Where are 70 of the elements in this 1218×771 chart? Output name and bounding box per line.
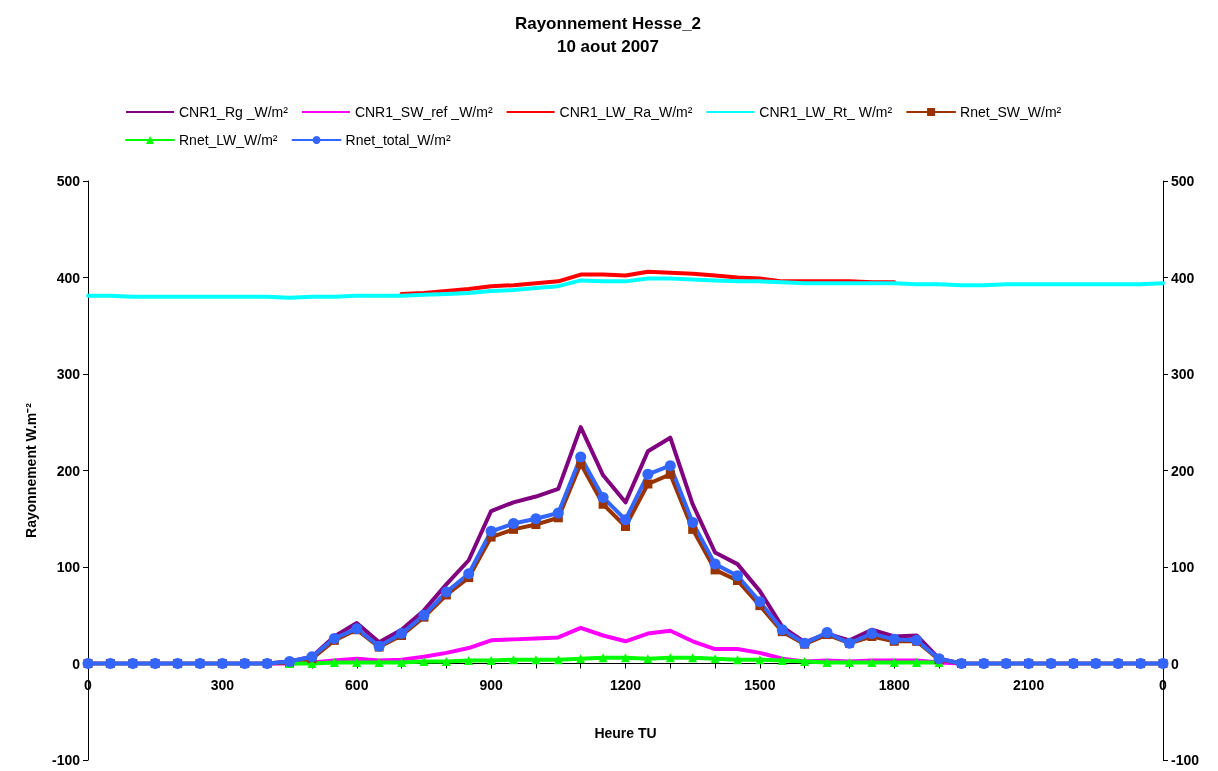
point (664, 460, 676, 472)
y2-tick-label: 300 (1171, 366, 1195, 382)
point (800, 657, 810, 667)
point (508, 518, 520, 530)
point (643, 479, 653, 489)
point (485, 525, 497, 537)
y-tick-label: 100 (56, 559, 81, 575)
legend-label: CNR1_Rg _W/m² (179, 104, 289, 120)
y-tick-label: 0 (72, 655, 81, 672)
point (709, 558, 721, 570)
point (486, 656, 496, 666)
y2-tick-label: 500 (1171, 173, 1195, 189)
legend-label: Rnet_SW_W/m² (960, 104, 1062, 120)
chart-subtitle: 10 aout 2007 (556, 37, 660, 56)
legend-label: Rnet_LW_W/m² (179, 132, 278, 148)
point (419, 657, 429, 667)
point (732, 655, 742, 665)
y2-tick-label: 0 (1171, 655, 1179, 672)
y-tick-label: 200 (56, 462, 81, 479)
point (397, 658, 407, 668)
x-tick-label: 1500 (744, 676, 776, 693)
point (509, 655, 519, 665)
y-tick-label: 300 (56, 366, 81, 382)
x-tick-label: 1200 (609, 676, 642, 693)
point (844, 658, 854, 668)
point (552, 507, 564, 519)
x-tick-label: 900 (479, 676, 504, 693)
legend-label: CNR1_LW_Rt_ W/m² (759, 104, 893, 120)
point (329, 658, 339, 668)
point (463, 568, 475, 580)
point (374, 658, 384, 668)
point (687, 517, 699, 529)
legend-label: CNR1_LW_Ra_W/m² (559, 104, 693, 120)
point (665, 469, 675, 479)
point (598, 653, 608, 663)
point (553, 655, 563, 665)
x-axis-title: Heure TU (594, 724, 657, 741)
x-tick-label: 1800 (878, 676, 911, 693)
y2-tick-label: 400 (1171, 269, 1195, 286)
legend-label: Rnet_total_W/m² (345, 132, 451, 148)
y2-tick-label: 100 (1171, 559, 1195, 575)
line-series (86, 276, 1165, 300)
point (621, 653, 630, 663)
point (440, 586, 452, 598)
point (531, 655, 541, 665)
chart-title: Rayonnement Hesse_2 (514, 14, 702, 33)
y-axis-title: Rayonnement W.m⁻² (23, 402, 39, 538)
point (441, 657, 451, 667)
x-tick-label: 300 (210, 676, 235, 693)
legend-label: CNR1_SW_ref _W/m² (354, 104, 493, 120)
point (575, 451, 587, 463)
point (867, 658, 877, 668)
point (731, 570, 743, 582)
x-tick-label: 2100 (1013, 676, 1045, 693)
point (530, 513, 542, 525)
point (597, 492, 609, 504)
point (642, 468, 654, 480)
point (912, 658, 922, 668)
y-tick-label: 400 (56, 269, 81, 286)
point (755, 655, 765, 665)
point (710, 654, 720, 664)
y2-tick-label: -100 (1171, 752, 1200, 768)
point (822, 658, 832, 668)
y-tick-label: -100 (51, 752, 81, 768)
y2-tick-label: 200 (1171, 462, 1195, 479)
point (643, 654, 653, 664)
y-tick-label: 500 (56, 173, 81, 189)
x-tick-label: 600 (345, 676, 369, 693)
point (754, 596, 766, 608)
point (620, 514, 631, 526)
